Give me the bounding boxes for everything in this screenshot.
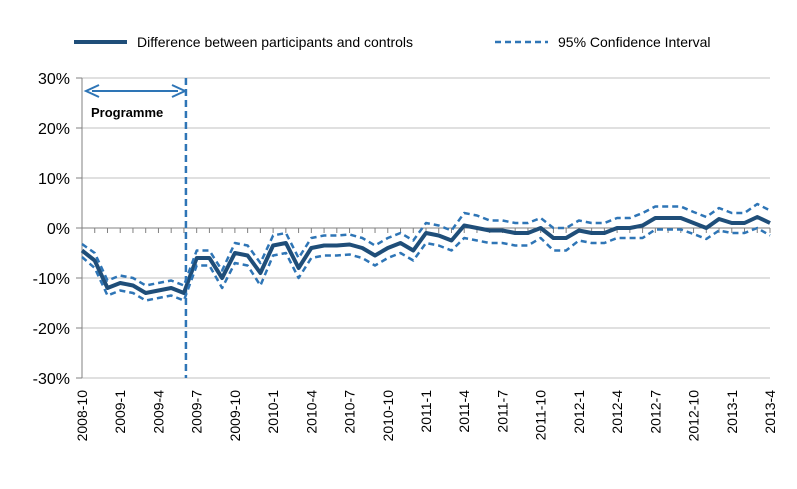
- x-tick-label: 2012-4: [609, 390, 625, 434]
- programme-label: Programme: [91, 105, 163, 120]
- series-line-difference: [80, 215, 771, 295]
- y-tick-label: -20%: [33, 321, 70, 338]
- y-tick-label: 0%: [47, 221, 70, 238]
- programme-annotation: Programme: [83, 78, 188, 378]
- y-axis: 30% 20% 10% 0% -10% -20% -30%: [33, 71, 83, 388]
- y-tick-label: -10%: [33, 271, 70, 288]
- x-tick-label: 2011-4: [456, 390, 472, 433]
- legend-main-label: Difference between participants and cont…: [137, 34, 413, 50]
- x-tick-label: 2010-4: [303, 390, 319, 434]
- y-tick-label: 20%: [38, 121, 70, 138]
- x-tick-label: 2010-7: [342, 390, 358, 434]
- x-tick-label: 2013-4: [762, 390, 778, 434]
- legend: Difference between participants and cont…: [74, 34, 711, 50]
- x-tick-label: 2010-1: [265, 390, 281, 434]
- series-line-ci-upper: [81, 202, 771, 287]
- x-tick-label: 2012-1: [571, 390, 587, 434]
- series-line-ci-lower: [81, 226, 771, 302]
- programme-arrow-left-head: [83, 84, 100, 98]
- y-tick-label: -30%: [33, 371, 70, 388]
- x-tick-label: 2009-10: [227, 390, 243, 442]
- y-tick-label: 10%: [38, 171, 70, 188]
- x-tick-label: 2009-7: [189, 390, 205, 434]
- x-tick-label: 2013-1: [724, 390, 740, 434]
- x-axis: 2008-10 2009-1 2009-4 2009-7 2009-10 2010-1 20…: [74, 227, 778, 442]
- x-tick-label: 2011-10: [533, 390, 549, 441]
- x-tick-label: 2009-4: [150, 390, 166, 434]
- gridlines: [82, 77, 770, 379]
- legend-ci-label: 95% Confidence Interval: [558, 34, 711, 50]
- x-tick-label: 2011-7: [494, 390, 510, 433]
- x-tick-label: 2012-7: [647, 390, 663, 434]
- x-tick-label: 2010-10: [380, 390, 396, 442]
- x-tick-label: 2011-1: [418, 390, 434, 433]
- programme-arrow-right-head: [171, 84, 188, 98]
- y-tick-label: 30%: [38, 71, 70, 88]
- series: [80, 202, 771, 302]
- x-tick-label: 2008-10: [74, 390, 90, 442]
- x-tick-label: 2009-1: [112, 390, 128, 434]
- x-tick-label: 2012-10: [686, 390, 702, 442]
